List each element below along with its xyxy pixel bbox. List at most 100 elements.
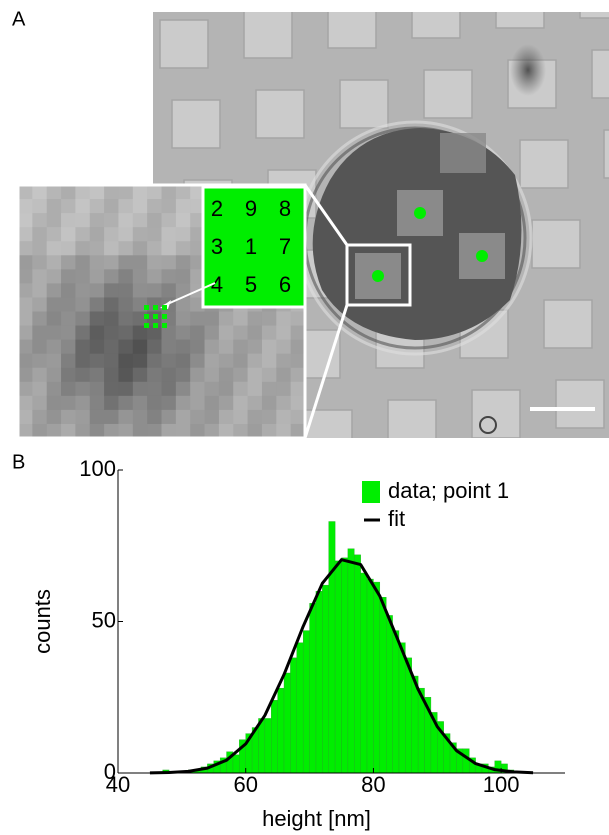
pixel [89,241,105,256]
inset-border [16,183,307,440]
pixel [104,311,119,327]
pixel [190,241,206,256]
pixel [261,353,277,369]
pixel [118,199,134,214]
hist-bar [283,672,291,774]
pixel [104,325,119,341]
sample-dot [144,305,149,310]
pixel [75,325,91,341]
pixel [46,325,62,341]
pattern-square [519,139,569,189]
pixel [61,353,76,369]
pixel [147,255,162,270]
hist-bar [354,554,361,774]
pattern-square [88,110,136,158]
pixel [147,353,162,369]
pixel [46,381,62,397]
pixel [89,367,105,383]
pixel [218,339,234,355]
pixel [190,297,206,312]
pixel [104,227,119,242]
pattern-square [339,79,389,129]
pixel [147,325,162,341]
pixel [75,255,91,270]
pixel [132,213,148,228]
pixel [147,423,162,439]
pixel [290,395,306,411]
pixel [247,395,263,411]
pixel [247,353,263,369]
pixel [290,423,306,439]
pixel [75,409,91,425]
pixel [75,311,91,327]
grid-box [201,185,307,309]
pixel [175,269,191,284]
pixel [175,325,191,341]
pixel [118,381,134,397]
pixel [89,199,105,214]
pixel [32,185,48,200]
pixel [89,395,105,411]
pixel [261,423,277,439]
pixel [147,185,162,200]
pixel [89,283,105,298]
pixel [89,227,105,242]
pixel [161,199,177,214]
pixel [18,297,33,312]
pixel [261,395,277,411]
pixel [61,255,76,270]
pattern-square [423,69,473,119]
pixel [104,185,119,200]
pixel [118,339,134,355]
pattern-square [543,299,593,349]
pixel [46,409,62,425]
hist-bar [334,560,342,774]
pixel [247,339,263,355]
hist-bar [341,557,349,774]
pixel [175,395,191,411]
pixel [132,185,148,200]
pixel [132,255,148,270]
pixel [32,325,48,341]
pattern-square [171,99,221,149]
pixel [32,227,48,242]
pattern-square [531,219,581,269]
pixel [290,353,306,369]
pixel [132,395,148,411]
pixel [18,409,33,425]
pixel [75,199,91,214]
pixel [46,367,62,383]
pixel [104,395,119,411]
pixel [175,199,191,214]
pixel [276,423,292,439]
pixel [233,409,249,425]
pixel [132,297,148,312]
pixel [46,297,62,312]
pixel [61,199,76,214]
microscopy-image [88,12,609,438]
hist-bar [258,718,266,774]
hist-bar [347,548,355,774]
pixel [61,213,76,228]
pattern-square [387,399,437,438]
pixel [75,423,91,439]
pixel [89,255,105,270]
pixel [104,423,119,439]
pixel [18,339,33,355]
pixel [175,311,191,327]
pattern-square [579,12,609,19]
pixel [204,311,220,327]
pixel [233,353,249,369]
pixel [290,409,306,425]
pixel [104,255,119,270]
hist-bar [360,572,368,774]
pixel [89,185,105,200]
pattern-square [471,389,521,438]
pixel [46,423,62,439]
x-tick-label: 80 [361,772,385,797]
pattern-square [243,12,293,59]
pixel [290,367,306,383]
pixel [190,423,206,439]
pixel [104,283,119,298]
